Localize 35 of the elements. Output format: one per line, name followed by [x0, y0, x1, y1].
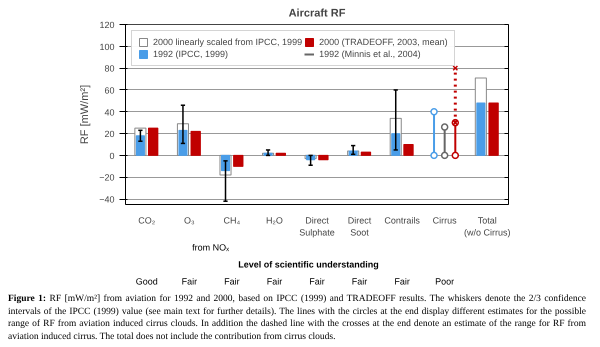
x-tick-label: O₃ — [184, 216, 195, 226]
text: Fair — [394, 276, 410, 286]
x-tick-label: CH₄ — [224, 216, 241, 226]
text: Fair — [182, 276, 198, 286]
x-tick-label: CO₂ — [138, 216, 156, 226]
y-tick-label: 0 — [109, 150, 115, 161]
chart-title: Aircraft RF — [288, 8, 346, 20]
x-tick-label: Contrails — [384, 216, 420, 226]
x-tick-label: Direct Soot — [348, 216, 372, 238]
text: Poor — [435, 276, 454, 286]
y-tick-label: −40 — [99, 194, 115, 205]
y-tick-label: 80 — [104, 64, 115, 74]
y-axis-title: RF [mW/m²] — [79, 84, 92, 144]
legend-label: 1992 (Minnis et al., 2004) — [319, 49, 421, 59]
x-tick-label: H₂O — [266, 216, 283, 226]
y-tick-label: 40 — [104, 107, 115, 118]
text: Fair — [352, 276, 368, 286]
caption: Figure 1: RF [mW/m²] from aviation for 1992 and 2000, based on IPCC (1999) and TRADEOFF results. The whiskers denote the 2/3 confidence intervals of the IPCC (1999) value (see main text for further details). The lines with the circles at the end display different estimates for the possible range of RF from aviation induced cirrus clouds. In addition the dashed line with the crosses at the end denote an estimate of the range for RF from aviation induced cirrus. The total does not include the contribution from cirrus clouds. — [8, 293, 586, 343]
legend-label: 2000 linearly scaled from IPCC, 1999 — [153, 37, 302, 47]
y-tick-label: 60 — [104, 85, 115, 96]
text: Fair — [266, 276, 282, 286]
y-tick-label: 20 — [104, 129, 115, 140]
y-tick-label: 120 — [99, 20, 115, 30]
legend-label: 1992 (IPCC, 1999) — [153, 49, 228, 59]
text: from NOₓ — [192, 242, 230, 253]
text: Good — [136, 276, 158, 286]
x-tick-label: Direct Sulphate — [299, 216, 335, 238]
text: Level of scientific understanding — [238, 260, 379, 270]
y-tick-label: 100 — [99, 42, 115, 52]
x-tick-label: Total (w/o Cirrus) — [464, 216, 510, 238]
text: Fair — [309, 276, 325, 286]
x-tick-label: Cirrus — [432, 216, 458, 226]
legend-label: 2000 (TRADEOFF, 2003, mean) — [319, 37, 448, 47]
y-tick-label: −20 — [99, 172, 115, 183]
text: Fair — [224, 276, 240, 286]
